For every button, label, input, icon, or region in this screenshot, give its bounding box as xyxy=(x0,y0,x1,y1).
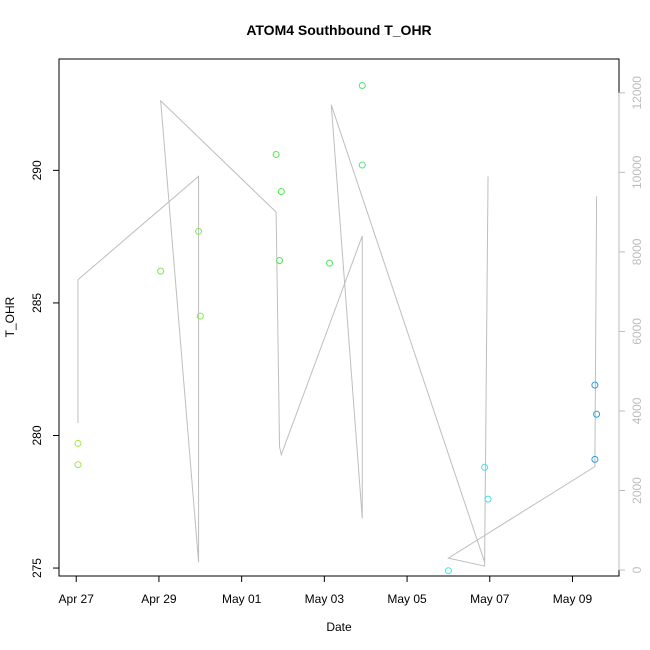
data-point xyxy=(74,439,82,447)
y-tick-label: 290 xyxy=(30,160,44,180)
data-point xyxy=(277,188,285,196)
plot-frame xyxy=(58,58,620,577)
data-point xyxy=(157,267,165,275)
line-layer xyxy=(77,99,598,567)
series-line xyxy=(77,99,598,567)
y-tick-label: 285 xyxy=(30,293,44,313)
x-tick-label: Apr 27 xyxy=(59,592,95,606)
data-point xyxy=(195,227,203,235)
data-point xyxy=(358,82,366,90)
y-tick-label: 275 xyxy=(30,558,44,578)
x-tick-label: May 03 xyxy=(305,592,345,606)
x-axis: Apr 27 Apr 29 May 01 May 03 May 05 May 07 May … xyxy=(59,575,593,606)
secondary-y-tick-label: 8000 xyxy=(630,238,644,265)
data-point xyxy=(358,161,366,169)
data-point xyxy=(272,150,280,158)
data-point xyxy=(591,455,599,463)
chart-title: ATOM4 Southbound T_OHR xyxy=(246,22,431,38)
secondary-y-tick-label: 12000 xyxy=(630,76,644,110)
y-axis: 275 280 285 290 xyxy=(30,160,60,578)
secondary-y-tick-label: 2000 xyxy=(630,477,644,504)
x-tick-label: May 07 xyxy=(470,592,510,606)
data-point xyxy=(444,567,452,575)
y-axis-label: T_OHR xyxy=(3,296,17,337)
data-point xyxy=(326,259,334,267)
data-point xyxy=(481,463,489,471)
secondary-y-tick-label: 10000 xyxy=(630,155,644,189)
data-point xyxy=(591,381,599,389)
data-point xyxy=(74,461,82,469)
x-tick-label: May 09 xyxy=(553,592,593,606)
x-tick-label: May 05 xyxy=(387,592,427,606)
x-axis-label: Date xyxy=(326,620,352,634)
data-point xyxy=(593,410,601,418)
secondary-y-axis: 0 2000 4000 6000 8000 10000 12000 xyxy=(618,76,644,573)
secondary-y-tick-label: 6000 xyxy=(630,318,644,345)
x-tick-label: May 01 xyxy=(222,592,262,606)
secondary-y-tick-label: 0 xyxy=(630,566,644,573)
points-layer xyxy=(74,82,601,575)
x-tick-label: Apr 29 xyxy=(141,592,177,606)
y-tick-label: 280 xyxy=(30,425,44,445)
data-point xyxy=(484,495,492,503)
data-point xyxy=(276,256,284,264)
data-point xyxy=(196,312,204,320)
secondary-y-tick-label: 4000 xyxy=(630,397,644,424)
